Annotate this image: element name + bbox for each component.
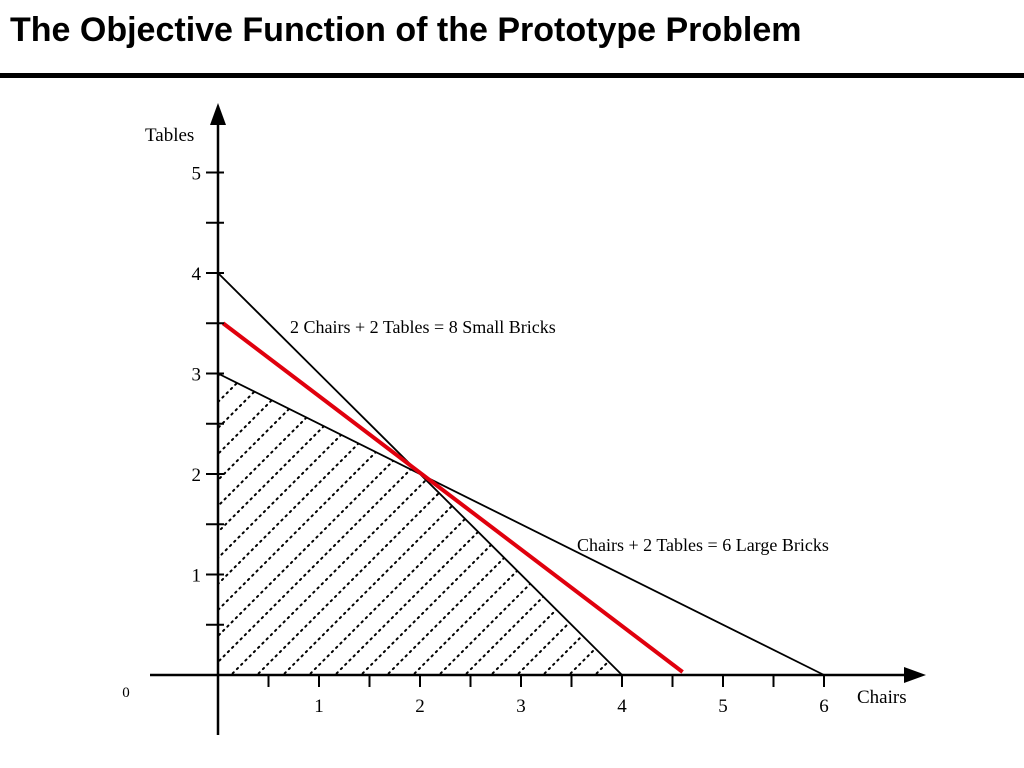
hatch-line <box>914 360 1024 720</box>
hatch-line <box>237 373 599 675</box>
x-axis-arrow <box>904 667 926 683</box>
hatch-line <box>218 373 521 675</box>
x-tick-label: 1 <box>314 696 324 717</box>
hatch-line <box>218 373 235 675</box>
hatch-line <box>263 373 622 675</box>
hatch-line <box>218 373 417 675</box>
hatch-line <box>0 360 130 720</box>
hatch-line <box>0 360 52 720</box>
x-tick-label: 4 <box>617 696 627 717</box>
constraint-line <box>217 372 825 676</box>
y-axis-arrow <box>210 103 226 125</box>
y-axis-label: Tables <box>145 125 194 146</box>
chart-labels: 1 2 3 4 5 6 1 2 3 4 5 0 Tables Chairs 2 Chairs + 2 Tab… <box>122 125 906 717</box>
hatch-line <box>218 373 261 675</box>
hatch-line <box>445 373 622 675</box>
hatch-line <box>367 373 622 675</box>
hatch-line <box>289 373 622 675</box>
slide-title: The Objective Function of the Prototype … <box>10 11 802 49</box>
hatch-line <box>218 373 313 675</box>
y-tick-label: 5 <box>192 164 202 185</box>
y-tick-label: 1 <box>192 566 202 587</box>
hatch-line <box>218 373 365 675</box>
hatch-line <box>523 373 622 675</box>
hatch-line <box>218 373 495 675</box>
objective-function-line <box>221 321 684 674</box>
hatch-line <box>419 373 622 675</box>
hatch-line <box>218 373 469 675</box>
x-tick-label: 3 <box>516 696 526 717</box>
y-tick-label: 2 <box>192 465 202 486</box>
hatch-line <box>888 360 1024 720</box>
hatch-line <box>810 360 1024 720</box>
title-divider <box>0 73 1024 78</box>
hatch-line <box>218 373 573 675</box>
x-tick-label: 2 <box>415 696 425 717</box>
hatch-line <box>218 373 391 675</box>
hatch-line <box>0 360 104 720</box>
y-tick-label: 3 <box>192 365 202 386</box>
constraint-label: 2 Chairs + 2 Tables = 8 Small Bricks <box>290 317 556 337</box>
hatch-line <box>341 373 622 675</box>
constraint-lines <box>217 272 825 676</box>
axis-ticks <box>206 171 825 687</box>
hatch-line <box>218 373 443 675</box>
x-tick-label: 6 <box>819 696 829 717</box>
hatch-line <box>218 373 287 675</box>
hatch-line <box>393 373 622 675</box>
hatch-line <box>218 373 547 675</box>
hatch-line <box>0 360 26 720</box>
hatch-line <box>836 360 1024 720</box>
x-tick-label: 5 <box>718 696 728 717</box>
hatch-line <box>0 360 208 720</box>
hatch-line <box>497 373 622 675</box>
y-tick-label: 4 <box>192 264 202 285</box>
feasible-region-hatching <box>0 360 1024 720</box>
constraint-label: Chairs + 2 Tables = 6 Large Bricks <box>577 535 829 555</box>
x-axis-label: Chairs <box>857 687 907 708</box>
hatch-line <box>0 360 78 720</box>
hatch-line <box>315 373 622 675</box>
origin-label: 0 <box>122 685 130 701</box>
hatch-line <box>862 360 1024 720</box>
hatch-line <box>0 360 156 720</box>
hatch-line <box>471 373 622 675</box>
hatch-line <box>0 360 182 720</box>
